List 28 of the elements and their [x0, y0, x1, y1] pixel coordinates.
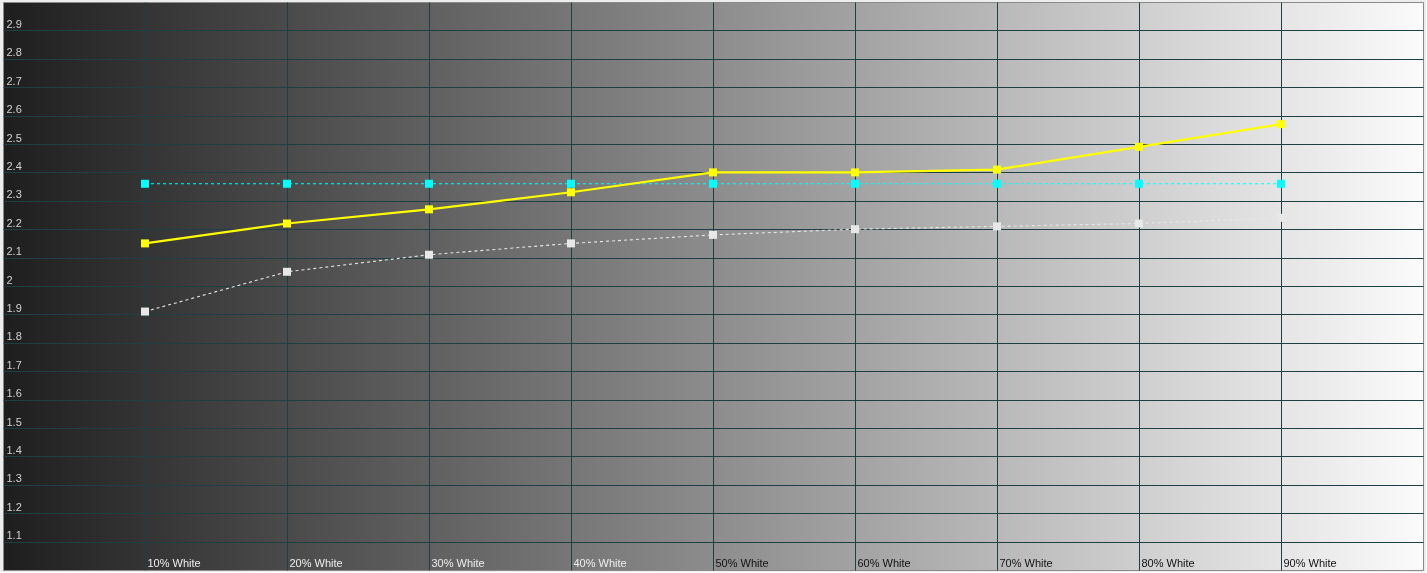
x-tick-label: 60% White — [857, 556, 911, 569]
y-tick-label: 1.6 — [6, 387, 22, 400]
y-tick-label: 1.4 — [6, 443, 22, 456]
y-tick-label: 2.9 — [6, 17, 22, 30]
x-tick-label: 50% White — [715, 556, 769, 569]
x-tick-label: 40% White — [573, 556, 627, 569]
x-tick-label: 30% White — [431, 556, 485, 569]
y-tick-label: 2.4 — [6, 159, 22, 172]
y-tick-label: 1.1 — [6, 529, 22, 542]
y-tick-label: 1.8 — [6, 330, 22, 343]
y-tick-label: 2.3 — [6, 188, 22, 201]
x-tick-label: 20% White — [289, 556, 343, 569]
y-tick-label: 1.9 — [6, 301, 22, 314]
x-tick-label: 10% White — [147, 556, 201, 569]
y-tick-label: 1.2 — [6, 500, 22, 513]
y-tick-label: 2.1 — [6, 245, 22, 258]
y-tick-label: 2.7 — [6, 74, 22, 87]
x-tick-label: 90% White — [1283, 556, 1337, 569]
y-tick-label: 2.6 — [6, 103, 22, 116]
y-tick-label: 2.5 — [6, 131, 22, 144]
y-tick-label: 1.5 — [6, 415, 22, 428]
x-tick-label: 80% White — [1141, 556, 1195, 569]
y-tick-label: 2.8 — [6, 46, 22, 59]
y-tick-label: 2.2 — [6, 216, 22, 229]
y-tick-label: 1.3 — [6, 472, 22, 485]
y-tick-label: 2 — [6, 273, 13, 286]
y-tick-label: 1.7 — [6, 358, 22, 371]
x-tick-label: 70% White — [999, 556, 1053, 569]
